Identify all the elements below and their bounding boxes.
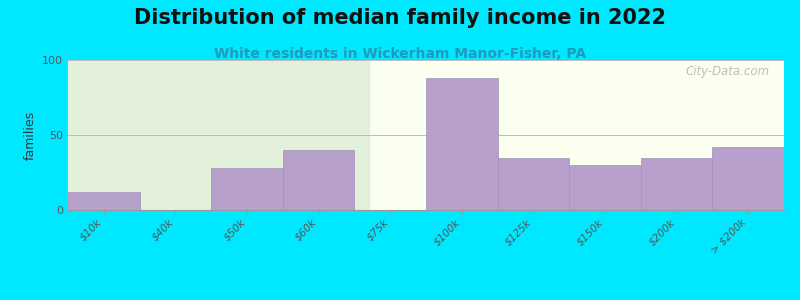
Bar (211, 168, 283, 210)
Text: City-Data.com: City-Data.com (686, 64, 770, 77)
Bar (68, 60, 369, 210)
Bar (426, 78, 498, 210)
Bar (283, 150, 354, 210)
Bar (713, 147, 784, 210)
Bar (641, 158, 713, 210)
Text: Distribution of median family income in 2022: Distribution of median family income in … (134, 8, 666, 28)
Bar (570, 165, 641, 210)
Y-axis label: families: families (23, 110, 37, 160)
Bar (498, 158, 570, 210)
Bar (68, 192, 140, 210)
Text: White residents in Wickerham Manor-Fisher, PA: White residents in Wickerham Manor-Fishe… (214, 46, 586, 61)
